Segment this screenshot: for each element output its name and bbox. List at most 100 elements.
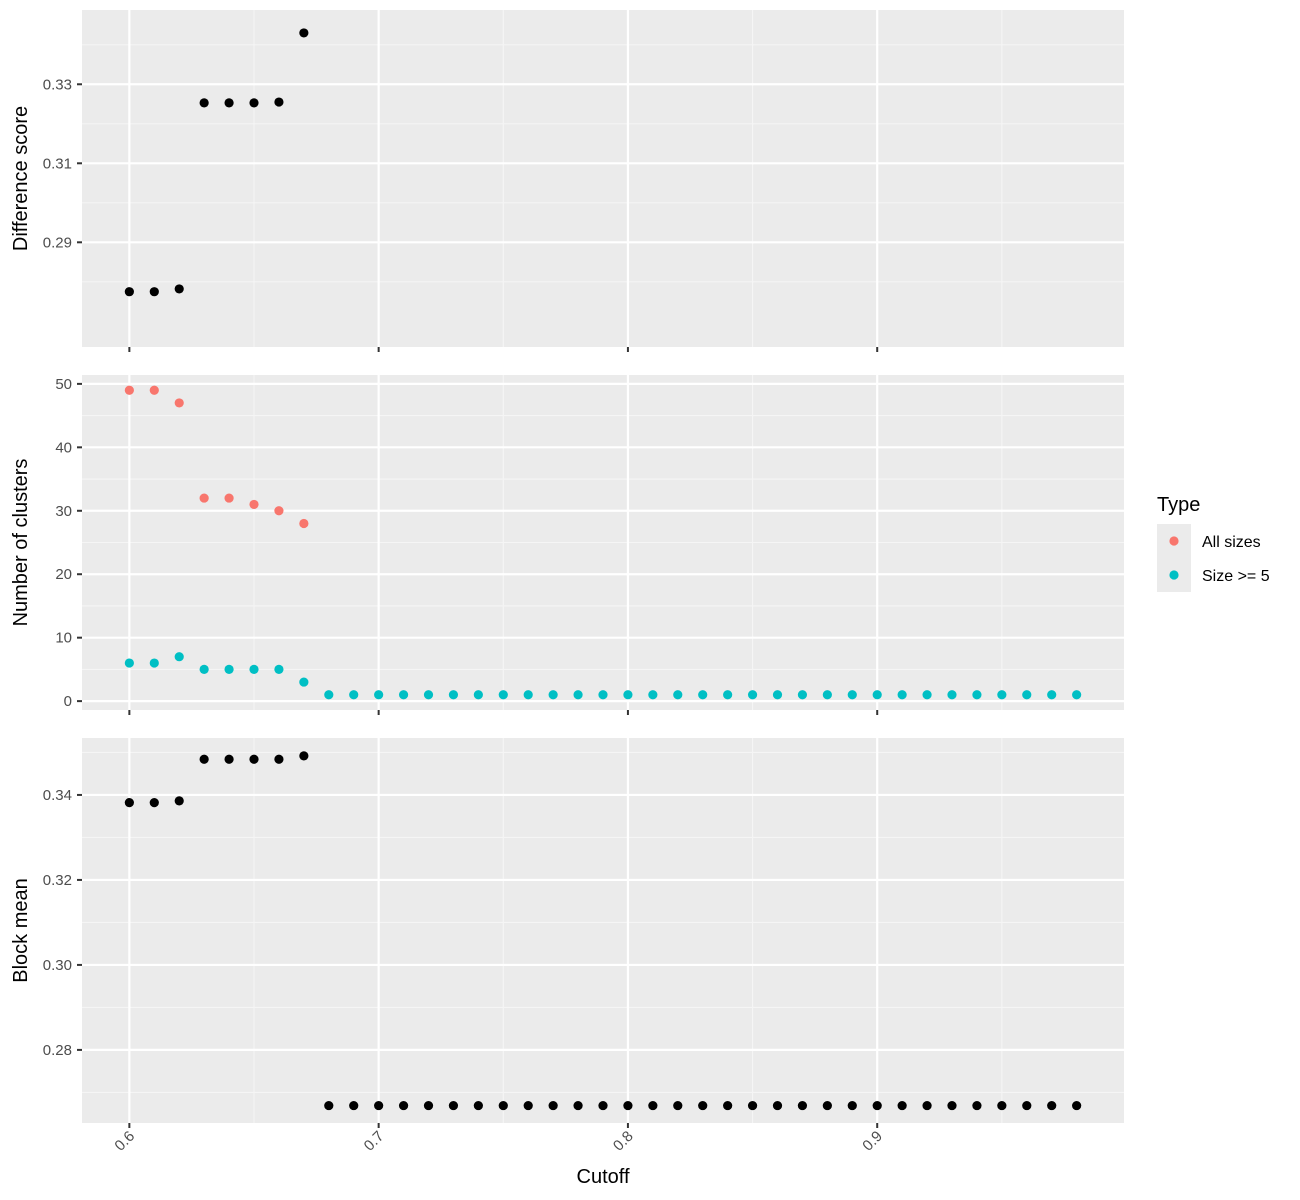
data-point bbox=[897, 690, 907, 700]
x-tick-label: 0.8 bbox=[610, 1128, 637, 1155]
data-point bbox=[1022, 690, 1032, 700]
data-point bbox=[598, 1100, 608, 1111]
data-point bbox=[598, 690, 608, 700]
data-point bbox=[872, 690, 882, 700]
legend-label: Size >= 5 bbox=[1202, 568, 1270, 585]
legend-title: Type bbox=[1157, 494, 1200, 516]
x-tick-label: 0.9 bbox=[859, 1128, 886, 1155]
data-point bbox=[124, 658, 134, 668]
data-point bbox=[349, 690, 359, 700]
data-point bbox=[199, 664, 209, 674]
data-point bbox=[673, 690, 683, 700]
data-point bbox=[648, 690, 658, 700]
data-point bbox=[224, 493, 234, 503]
data-point bbox=[872, 1100, 882, 1111]
data-point bbox=[1047, 1100, 1057, 1111]
data-point bbox=[423, 1100, 434, 1111]
y-tick-label: 50 bbox=[55, 376, 72, 393]
data-point bbox=[149, 385, 159, 395]
data-point bbox=[124, 797, 134, 808]
data-point bbox=[448, 690, 459, 700]
panels: 0.29 0.31 0.33 Difference score 0 10 20 30 40 50 N… bbox=[10, 10, 1124, 1155]
data-point bbox=[249, 754, 259, 764]
data-point bbox=[772, 1100, 783, 1111]
data-point bbox=[897, 1100, 907, 1111]
data-point bbox=[448, 1100, 459, 1111]
x-tick-labels: 0.6 0.7 0.8 0.9 bbox=[111, 1128, 886, 1155]
y-tick-label: 0 bbox=[64, 693, 72, 710]
data-point bbox=[124, 287, 134, 297]
data-point bbox=[174, 398, 184, 408]
data-point bbox=[523, 690, 533, 700]
panel-background bbox=[82, 738, 1124, 1123]
data-point bbox=[772, 690, 783, 700]
y-tick-label: 0.32 bbox=[43, 872, 72, 889]
data-point bbox=[199, 98, 209, 108]
data-point bbox=[573, 690, 583, 700]
series-points bbox=[124, 751, 1082, 1111]
legend-item: All sizes bbox=[1157, 524, 1261, 558]
data-point bbox=[523, 1100, 533, 1111]
data-point bbox=[723, 1100, 733, 1111]
data-point bbox=[299, 751, 309, 761]
data-point bbox=[149, 797, 159, 808]
panel-top: 0.29 0.31 0.33 Difference score bbox=[10, 10, 1124, 352]
data-point bbox=[673, 1100, 683, 1111]
y-tick-label: 0.34 bbox=[43, 787, 72, 804]
data-point bbox=[149, 658, 159, 668]
series-all-sizes bbox=[124, 385, 309, 529]
data-point bbox=[747, 1100, 758, 1111]
series-points bbox=[124, 28, 309, 297]
data-point bbox=[648, 1100, 658, 1111]
data-point bbox=[822, 1100, 832, 1111]
data-point bbox=[224, 754, 234, 764]
legend-label: All sizes bbox=[1202, 534, 1261, 551]
legend-key-dot bbox=[1169, 570, 1179, 580]
data-point bbox=[623, 690, 633, 700]
data-point bbox=[249, 664, 259, 674]
panel-bottom: 0.28 0.30 0.32 0.34 Block mean bbox=[10, 738, 1124, 1128]
data-point bbox=[1047, 690, 1057, 700]
data-point bbox=[573, 1100, 583, 1111]
legend-items: All sizes Size >= 5 bbox=[1157, 524, 1270, 592]
data-point bbox=[797, 690, 808, 700]
data-point bbox=[324, 1100, 334, 1111]
data-point bbox=[124, 385, 134, 395]
data-point bbox=[498, 690, 508, 700]
data-point bbox=[473, 1100, 483, 1111]
data-point bbox=[249, 499, 259, 510]
data-point bbox=[174, 284, 184, 294]
y-tick-label: 0.29 bbox=[43, 234, 72, 251]
data-point bbox=[698, 1100, 708, 1111]
data-point bbox=[274, 506, 284, 516]
data-point bbox=[249, 98, 259, 108]
data-point bbox=[1022, 1100, 1032, 1111]
data-point bbox=[847, 690, 857, 700]
panel-background bbox=[82, 10, 1124, 347]
data-point bbox=[972, 690, 982, 700]
data-point bbox=[374, 1100, 384, 1111]
data-point bbox=[199, 754, 209, 764]
data-point bbox=[822, 690, 832, 700]
data-point bbox=[747, 690, 758, 700]
y-axis-title: Number of clusters bbox=[10, 459, 32, 627]
data-point bbox=[199, 493, 209, 503]
data-point bbox=[972, 1100, 982, 1111]
x-axis-title: Cutoff bbox=[577, 1166, 630, 1188]
data-point bbox=[997, 690, 1007, 700]
y-tick-label: 0.28 bbox=[43, 1042, 72, 1059]
data-point bbox=[299, 518, 309, 529]
data-point bbox=[224, 664, 234, 674]
x-tick-label: 0.6 bbox=[111, 1128, 138, 1155]
data-point bbox=[274, 664, 284, 674]
data-point bbox=[398, 690, 409, 700]
data-point bbox=[349, 1100, 359, 1111]
data-point bbox=[947, 1100, 957, 1111]
data-point bbox=[274, 97, 284, 107]
data-point bbox=[922, 690, 932, 700]
data-point bbox=[548, 1100, 558, 1111]
data-point bbox=[423, 690, 434, 700]
data-point bbox=[398, 1100, 409, 1111]
